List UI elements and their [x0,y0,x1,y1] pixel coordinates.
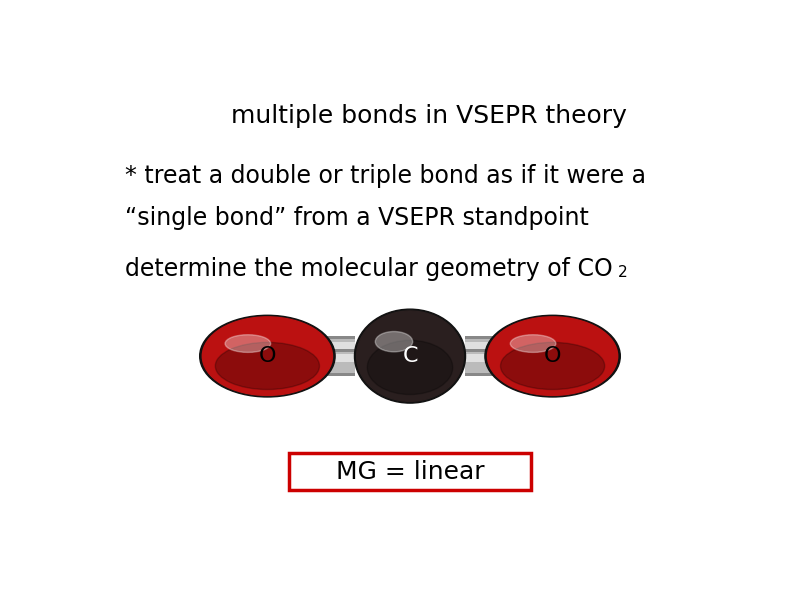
Ellipse shape [202,317,333,395]
Text: * treat a double or triple bond as if it were a: * treat a double or triple bond as if it… [125,164,646,188]
Bar [466,349,498,376]
Ellipse shape [200,315,335,397]
Text: determine the molecular geometry of CO: determine the molecular geometry of CO [125,257,613,281]
Bar [466,352,498,373]
Ellipse shape [487,317,618,395]
Ellipse shape [501,343,605,389]
Ellipse shape [485,315,620,397]
Text: MG = linear: MG = linear [336,460,484,484]
Bar [322,340,354,360]
Text: O: O [258,346,276,366]
Bar [322,355,354,362]
Bar [322,349,354,376]
Bar [466,355,498,362]
Ellipse shape [225,335,270,352]
Bar [466,341,498,349]
Ellipse shape [375,332,413,352]
Bar [322,341,354,349]
Text: multiple bonds in VSEPR theory: multiple bonds in VSEPR theory [230,104,626,128]
Bar [322,352,354,373]
Ellipse shape [215,343,319,389]
Text: C: C [402,346,418,366]
FancyBboxPatch shape [289,453,531,490]
Text: O: O [544,346,562,366]
Ellipse shape [357,311,463,401]
Ellipse shape [354,309,466,403]
Ellipse shape [510,335,556,352]
Ellipse shape [367,340,453,395]
Text: 2: 2 [618,265,628,280]
Bar [322,337,354,363]
Bar [466,340,498,360]
Text: “single bond” from a VSEPR standpoint: “single bond” from a VSEPR standpoint [125,206,589,230]
Bar [466,337,498,363]
